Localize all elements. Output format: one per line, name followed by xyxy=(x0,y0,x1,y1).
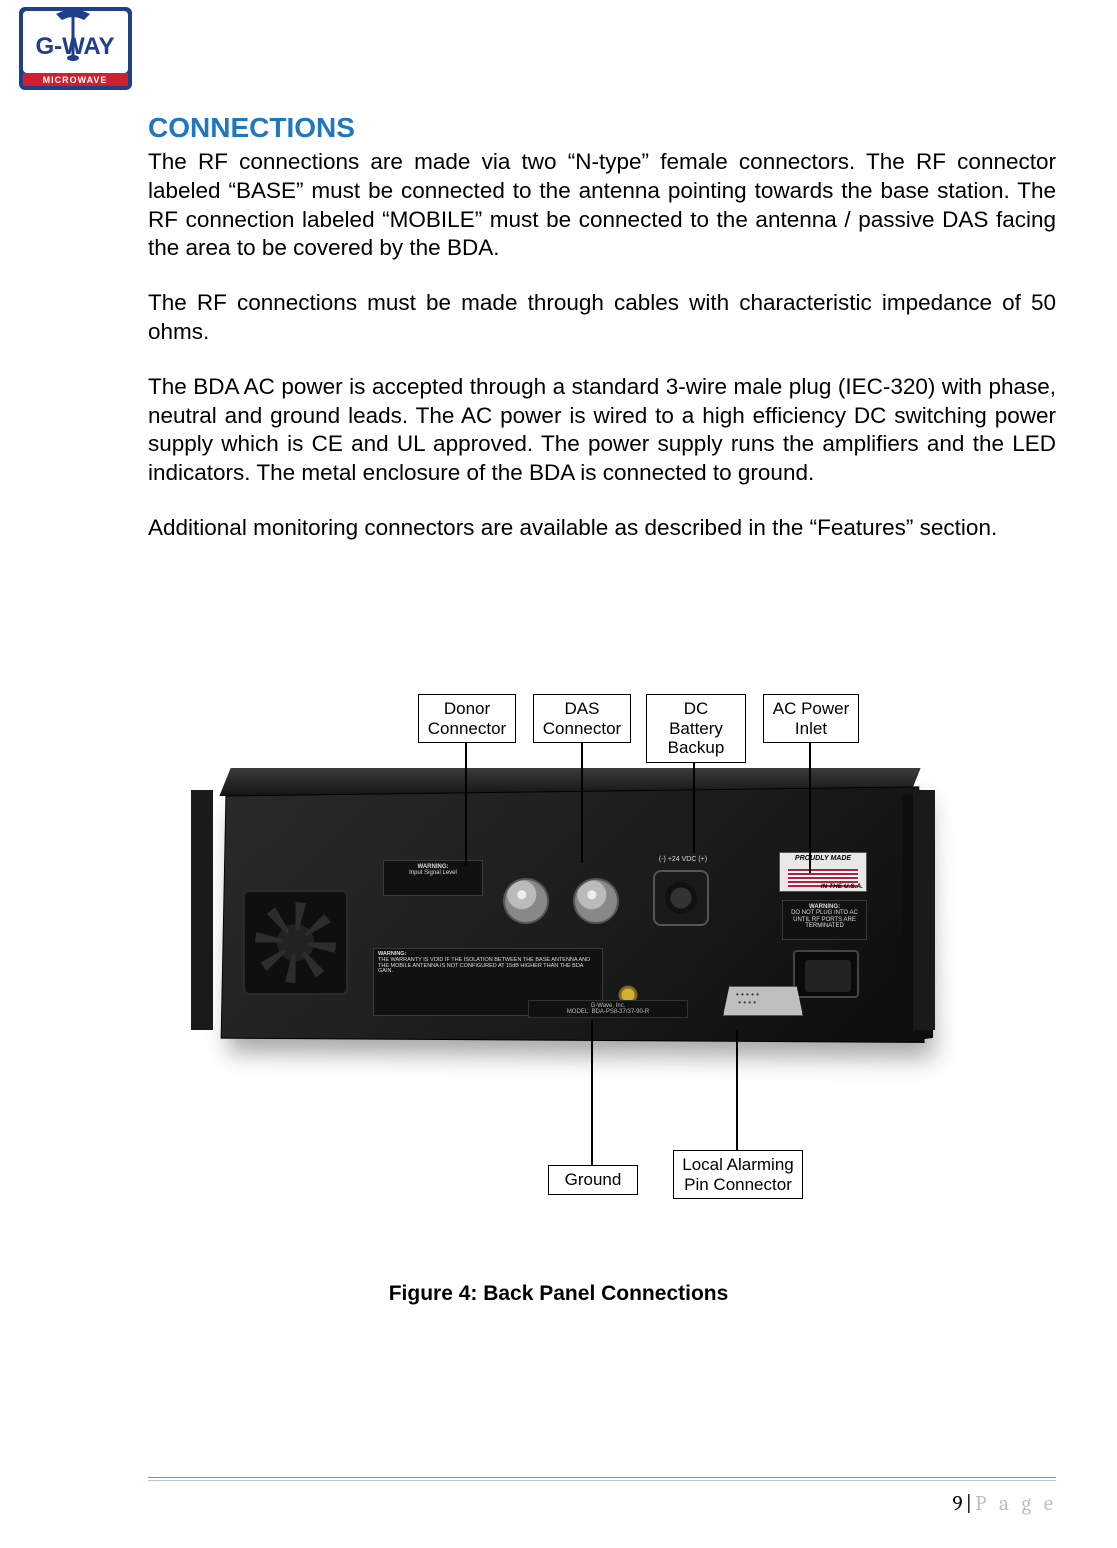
callout-dc-battery-backup: DC BatteryBackup xyxy=(646,694,746,763)
footer-rule-top xyxy=(148,1477,1056,1478)
figure-caption: Figure 4: Back Panel Connections xyxy=(0,1282,1117,1306)
content-area: CONNECTIONS The RF connections are made … xyxy=(148,112,1056,543)
paragraph-3: The BDA AC power is accepted through a s… xyxy=(148,373,1056,488)
das-n-connector xyxy=(573,878,619,924)
callout-das-connector: DASConnector xyxy=(533,694,631,743)
fan-grille xyxy=(243,890,348,995)
dc-battery-connector xyxy=(653,870,709,926)
alarm-pin-connector xyxy=(723,986,803,1016)
callout-ground: Ground xyxy=(548,1165,638,1195)
figure-4: Input Signal Level WARNING:THE WARRANTY … xyxy=(173,660,953,1250)
leader-line xyxy=(581,743,583,863)
footer-rule-bottom xyxy=(148,1480,1056,1481)
dc-voltage-label: (-) +24 VDC (+) xyxy=(643,856,723,863)
callout-donor-connector: DonorConnector xyxy=(418,694,516,743)
leader-line xyxy=(465,743,467,865)
leader-line xyxy=(736,1030,738,1150)
donor-n-connector xyxy=(503,878,549,924)
rack-ear-left xyxy=(191,790,213,1030)
page: G-WAY MICROWAVE CONNECTIONS The RF conne… xyxy=(0,0,1117,1548)
callout-ac-power-inlet: AC PowerInlet xyxy=(763,694,859,743)
leader-line xyxy=(809,743,811,873)
spacer xyxy=(148,488,1056,514)
usa-sub-text: IN THE U.S.A. xyxy=(821,883,863,890)
ac-power-inlet xyxy=(793,950,859,998)
paragraph-2: The RF connections must be made through … xyxy=(148,289,1056,347)
rack-ear-right xyxy=(913,790,935,1030)
page-number-separator: | xyxy=(966,1492,973,1516)
warning-label-ac: DO NOT PLUG INTO AC UNTIL RF PORTS ARE T… xyxy=(782,900,867,940)
spacer xyxy=(148,263,1056,289)
paragraph-4: Additional monitoring connectors are ava… xyxy=(148,514,1056,543)
page-number-label: P a g e xyxy=(975,1492,1057,1516)
logo-sub-text: MICROWAVE xyxy=(43,75,108,85)
model-label: G-Wave, Inc.MODEL: BDA-PS8-37/37-90-R xyxy=(528,1000,688,1018)
device-illustration: Input Signal Level WARNING:THE WARRANTY … xyxy=(213,750,913,1070)
brand-logo: G-WAY MICROWAVE xyxy=(18,6,133,91)
leader-line xyxy=(591,1020,593,1165)
paragraph-1: The RF connections are made via two “N-t… xyxy=(148,148,1056,263)
page-number: 9|P a g e xyxy=(952,1492,1057,1516)
logo-brand-text: G-WAY xyxy=(35,33,114,60)
callout-local-alarm-pin: Local AlarmingPin Connector xyxy=(673,1150,803,1199)
page-number-value: 9 xyxy=(952,1492,962,1516)
section-heading: CONNECTIONS xyxy=(148,112,1056,144)
warning-label-input: Input Signal Level xyxy=(383,860,483,896)
figure-canvas: Input Signal Level WARNING:THE WARRANTY … xyxy=(173,660,953,1250)
spacer xyxy=(148,347,1056,373)
